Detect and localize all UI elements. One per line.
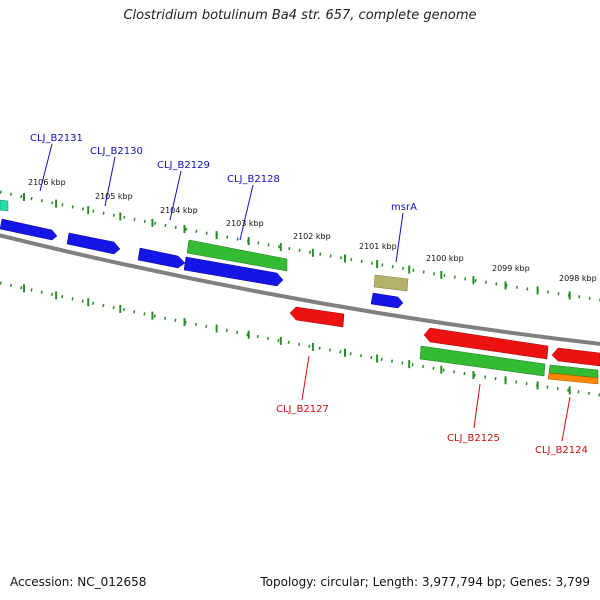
gene-clj-b2124-red [551,347,600,367]
reverse-gene-labels: CLJ_B2127 CLJ_B2125 CLJ_B2124 [276,355,588,456]
inner-tick-dots [0,281,600,397]
forward-genes [0,199,409,309]
inner-major-ticks [23,284,571,395]
label-clj-b2127: CLJ_B2127 [276,404,329,415]
leader-clj-b2129 [169,170,182,221]
leader-clj-b2128 [239,184,254,241]
tick-label-2106: 2106 kbp [28,178,66,187]
label-clj-b2131: CLJ_B2131 [30,133,83,144]
inner-tick-ring [0,281,600,397]
leader-clj-b2124 [561,396,571,442]
leader-msra [395,212,404,263]
label-msra: msrA [391,202,417,213]
gene-clj-b2131 [0,218,58,241]
label-clj-b2129: CLJ_B2129 [157,160,210,171]
gene-clj-b2124-orange [547,372,599,385]
tick-labels: 2106 kbp 2105 kbp 2104 kbp 2103 kbp 2102… [28,178,597,283]
tick-label-2101: 2101 kbp [359,242,397,251]
forward-gene-labels: CLJ_B2131 CLJ_B2130 CLJ_B2129 CLJ_B2128 … [30,133,417,263]
leader-clj-b2130 [104,156,116,207]
tick-label-2105: 2105 kbp [95,192,133,201]
gene-clj-b2128-green [186,239,288,272]
outer-tick-ring: 2106 kbp 2105 kbp 2104 kbp 2103 kbp 2102… [0,178,600,302]
tick-label-2100: 2100 kbp [426,254,464,263]
genome-summary-text: Topology: circular; Length: 3,977,794 bp… [260,575,590,589]
label-clj-b2130: CLJ_B2130 [90,146,143,157]
gene-msra [373,274,409,292]
outer-major-ticks [23,193,571,300]
label-clj-b2124: CLJ_B2124 [535,445,588,456]
map-title: Clostridium botulinum Ba4 str. 657, comp… [123,8,477,23]
gene-clj-b2130 [66,232,121,255]
gene-clj-b2127 [289,306,345,328]
leader-clj-b2125 [473,383,481,429]
gene-clj-b2129 [137,247,186,269]
label-clj-b2128: CLJ_B2128 [227,174,280,185]
gene-clj-b2128-blue [183,256,284,287]
gene-blue-near-msra [370,292,404,309]
outer-tick-dots [0,190,600,302]
genome-backbone [0,233,600,346]
leader-clj-b2127 [301,355,310,401]
reverse-genes [289,306,600,385]
tick-label-2099: 2099 kbp [492,264,530,273]
tick-label-2103: 2103 kbp [226,219,264,228]
tick-label-2098: 2098 kbp [559,274,597,283]
gene-clj-b2125 [419,345,546,377]
label-clj-b2125: CLJ_B2125 [447,433,500,444]
gene-clj-b2126 [423,327,549,360]
gene-teal-partial [0,199,9,212]
leader-clj-b2131 [39,143,53,192]
tick-label-2102: 2102 kbp [293,232,331,241]
accession-text: Accession: NC_012658 [10,575,147,589]
tick-label-2104: 2104 kbp [160,206,198,215]
